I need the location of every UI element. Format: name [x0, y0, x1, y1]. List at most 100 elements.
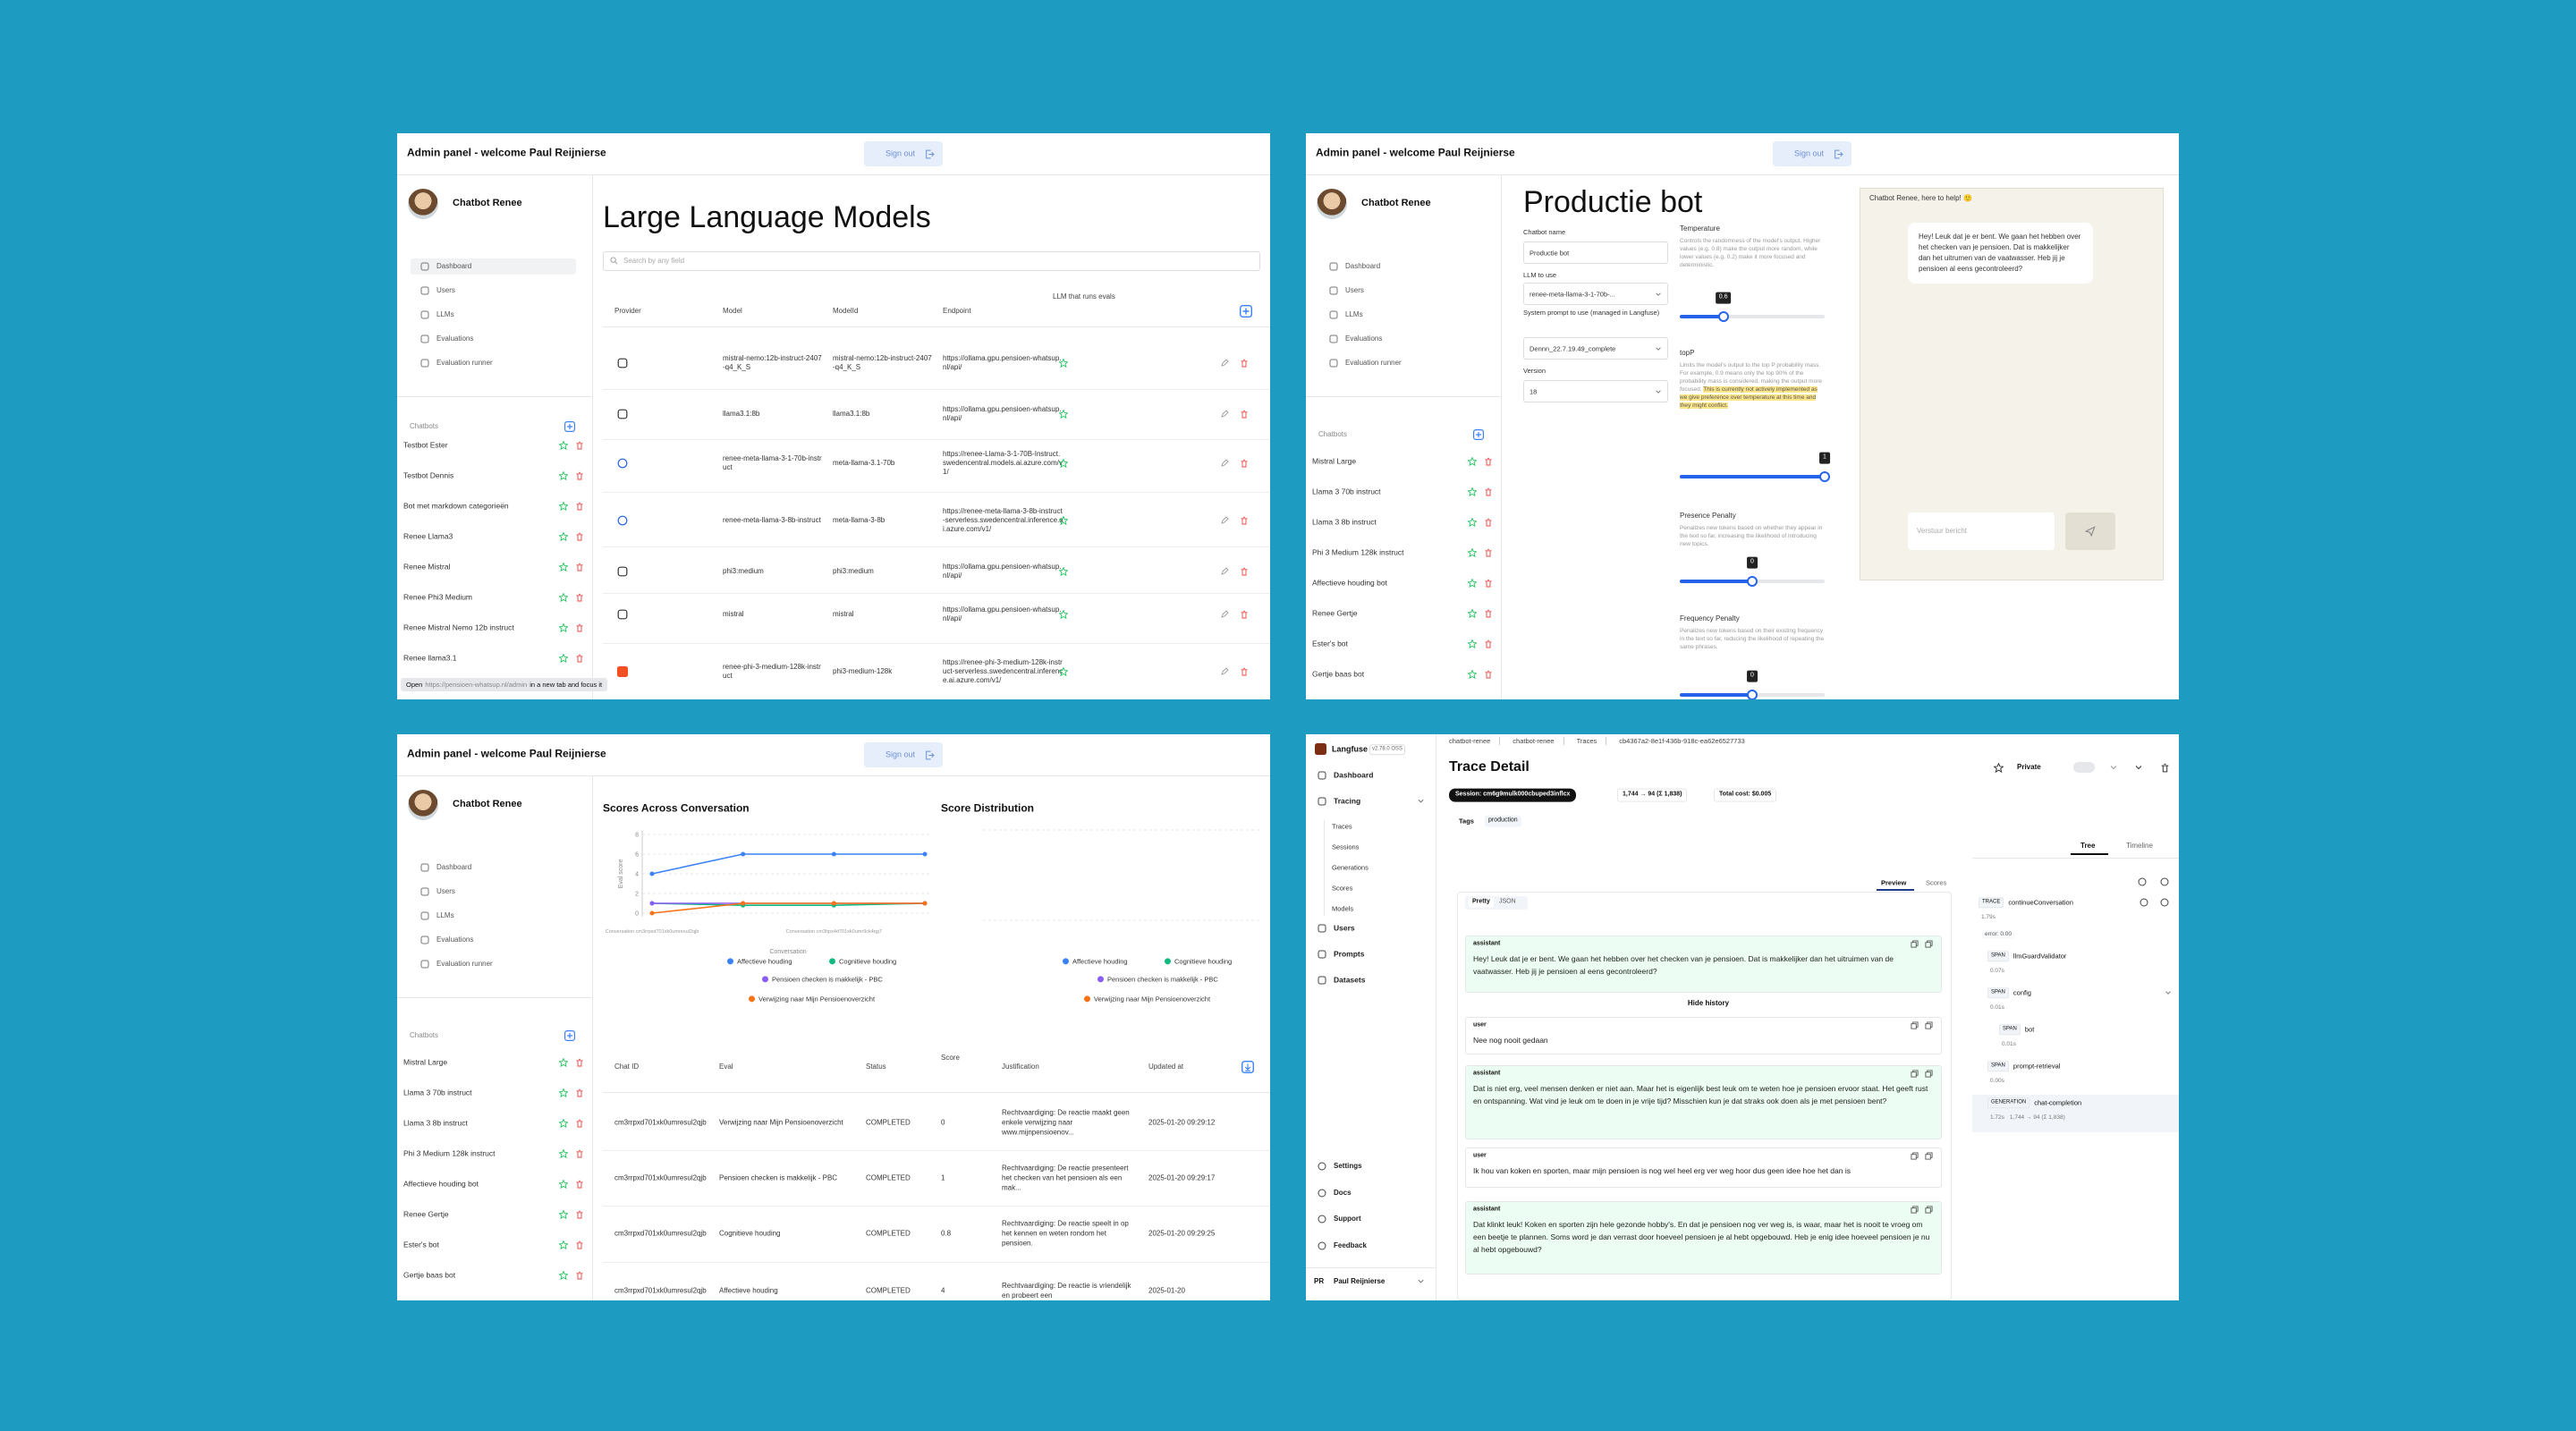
copy-icon[interactable]	[1911, 1021, 1919, 1029]
square-icon[interactable]	[420, 262, 429, 271]
star-icon[interactable]	[1059, 567, 1068, 576]
circle-icon[interactable]	[2138, 877, 2147, 886]
input[interactable]: renee-meta-llama-3-1-70b-...	[1523, 283, 1668, 305]
sign-out-button[interactable]: Sign out	[864, 141, 943, 166]
trash-icon[interactable]	[575, 623, 584, 632]
star-icon[interactable]	[1468, 639, 1477, 648]
subnav-item[interactable]: Sessions	[1332, 843, 1360, 851]
chatbot-item[interactable]: Renee Llama3	[403, 531, 453, 541]
trash-icon[interactable]	[1240, 459, 1249, 468]
tree-row[interactable]: TRACE continueConversation	[1979, 897, 2073, 908]
square-icon[interactable]	[1329, 286, 1338, 295]
nav-item[interactable]: Users	[1334, 923, 1355, 933]
trash-icon[interactable]	[575, 654, 584, 663]
copy-icon[interactable]	[1925, 1070, 1933, 1078]
chatbot-item[interactable]: Llama 3 70b instruct	[403, 1088, 472, 1097]
star-icon[interactable]	[559, 593, 568, 602]
nav-item[interactable]: Evaluation runner	[436, 359, 493, 367]
square-icon[interactable]	[1318, 797, 1326, 806]
chatbot-item[interactable]: Mistral Large	[403, 1057, 448, 1067]
star-icon[interactable]	[1468, 579, 1477, 588]
input[interactable]: 18	[1523, 380, 1668, 402]
copy-icon[interactable]	[1911, 1070, 1919, 1078]
square-icon[interactable]	[420, 887, 429, 896]
square-icon[interactable]	[1318, 771, 1326, 780]
slider-knob[interactable]	[1819, 471, 1830, 482]
trash-icon[interactable]	[575, 563, 584, 572]
slider-knob[interactable]	[1747, 576, 1758, 587]
star-icon[interactable]	[1059, 516, 1068, 525]
trash-icon[interactable]	[575, 1240, 584, 1249]
star-icon[interactable]	[1059, 459, 1068, 468]
download-icon[interactable]	[1241, 1061, 1254, 1073]
preview-tab[interactable]: Scores	[1926, 878, 1947, 887]
edit-icon[interactable]	[1220, 459, 1229, 468]
star-icon[interactable]	[1468, 609, 1477, 618]
slider-knob[interactable]	[1747, 690, 1758, 699]
trash-icon[interactable]	[1240, 567, 1249, 576]
star-icon[interactable]	[1468, 457, 1477, 466]
nav-item[interactable]: Support	[1334, 1215, 1361, 1223]
subnav-item[interactable]: Generations	[1332, 863, 1368, 872]
trash-icon[interactable]	[1484, 457, 1493, 466]
star-icon[interactable]	[559, 502, 568, 511]
star-icon[interactable]	[559, 654, 568, 663]
trash-icon[interactable]	[1484, 609, 1493, 618]
chatbot-item[interactable]: Llama 3 70b instruct	[1312, 487, 1381, 496]
chatbot-item[interactable]: Mistral Large	[1312, 456, 1357, 466]
square-icon[interactable]	[420, 936, 429, 944]
circle-icon[interactable]	[2140, 898, 2148, 907]
trash-icon[interactable]	[575, 1058, 584, 1067]
nav-item[interactable]: Evaluations	[436, 936, 474, 944]
trash-icon[interactable]	[1484, 579, 1493, 588]
nav-item[interactable]: Users	[436, 286, 455, 294]
trash-icon[interactable]	[575, 1088, 584, 1097]
square-icon[interactable]	[420, 911, 429, 920]
nav-item[interactable]: Feedback	[1334, 1240, 1367, 1249]
nav-item[interactable]: Evaluations	[436, 334, 474, 343]
chatbot-item[interactable]: Renee Gertje	[1312, 608, 1358, 618]
user-name[interactable]: Paul Reijnierse	[1334, 1277, 1385, 1285]
chatbot-item[interactable]: Ester's bot	[1312, 639, 1348, 648]
nav-item[interactable]: LLMs	[1345, 310, 1363, 318]
nav-item[interactable]: Evaluation runner	[436, 960, 493, 968]
chatbot-item[interactable]: Renee Gertje	[403, 1209, 449, 1219]
circle-icon[interactable]	[1318, 1189, 1326, 1198]
square-icon[interactable]	[1318, 976, 1326, 985]
square-icon[interactable]	[1329, 334, 1338, 343]
edit-icon[interactable]	[1220, 359, 1229, 368]
copy-icon[interactable]	[1911, 940, 1919, 948]
trash-icon[interactable]	[2160, 763, 2170, 773]
nav-item[interactable]: Users	[1345, 286, 1364, 294]
star-icon[interactable]	[559, 623, 568, 632]
view-tab[interactable]: Tree	[2080, 842, 2096, 850]
chatbot-item[interactable]: Renee Mistral	[403, 562, 451, 572]
square-icon[interactable]	[420, 334, 429, 343]
tree-row[interactable]: GENERATION chat-completion	[1987, 1097, 2081, 1108]
square-icon[interactable]	[420, 310, 429, 319]
edit-icon[interactable]	[1220, 516, 1229, 525]
trash-icon[interactable]	[575, 1180, 584, 1189]
star-icon[interactable]	[1468, 487, 1477, 496]
star-icon[interactable]	[559, 1088, 568, 1097]
nav-item[interactable]: Dashboard	[436, 863, 472, 871]
nav-item[interactable]: Prompts	[1334, 949, 1365, 959]
copy-icon[interactable]	[1925, 1206, 1933, 1214]
plus-icon[interactable]	[1240, 305, 1252, 318]
trash-icon[interactable]	[575, 1210, 584, 1219]
circle-icon[interactable]	[2160, 877, 2169, 886]
chatbot-item[interactable]: Testbot Dennis	[403, 470, 454, 480]
copy-icon[interactable]	[1925, 940, 1933, 948]
slider-knob[interactable]	[1717, 311, 1729, 322]
nav-item[interactable]: Evaluation runner	[1345, 359, 1402, 367]
chatbot-item[interactable]: Affectieve houding bot	[403, 1179, 479, 1189]
chatbot-item[interactable]: Bot met markdown categorieën	[403, 501, 509, 511]
preview-tab[interactable]: Preview	[1881, 878, 1907, 887]
square-icon[interactable]	[420, 359, 429, 368]
star-icon[interactable]	[559, 1240, 568, 1249]
nav-item[interactable]: Dashboard	[436, 262, 472, 270]
nav-item[interactable]: Docs	[1334, 1188, 1352, 1197]
sign-out-button[interactable]: Sign out	[864, 742, 943, 767]
star-icon[interactable]	[559, 471, 568, 480]
trash-icon[interactable]	[1484, 548, 1493, 557]
